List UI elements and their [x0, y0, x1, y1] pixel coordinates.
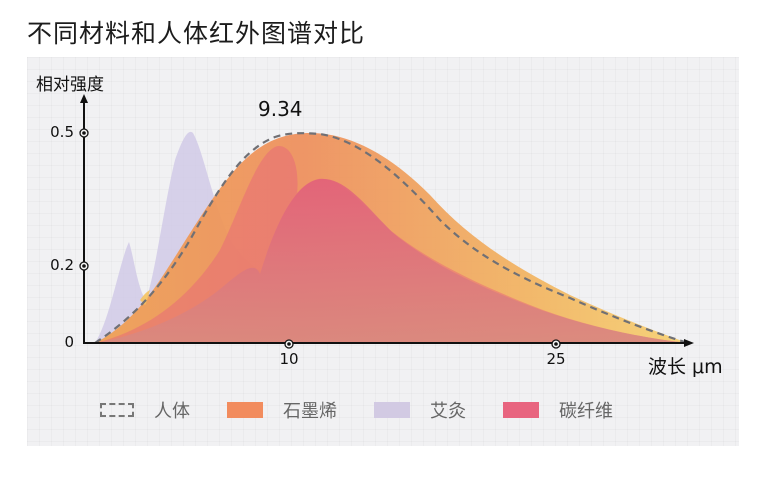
- x-tick-label: 25: [546, 350, 566, 368]
- legend: 人体 石墨烯 艾灸 碳纤维: [100, 396, 650, 424]
- peak-annotation: 9.34: [258, 97, 303, 121]
- x-tick-label: 10: [279, 350, 299, 368]
- legend-item-carbon-fiber[interactable]: 碳纤维: [503, 397, 613, 423]
- y-tick-marker-0.2: [79, 261, 89, 271]
- series-carbon-fiber-base: [95, 178, 688, 343]
- legend-label: 人体: [154, 401, 190, 422]
- x-axis-arrow-icon: [684, 339, 694, 347]
- color-swatch-icon: [227, 402, 263, 418]
- y-axis-label: 相对强度: [36, 75, 104, 95]
- y-tick-marker-0.5: [79, 128, 89, 138]
- chart-title: 不同材料和人体红外图谱对比: [27, 19, 366, 48]
- color-swatch-icon: [503, 402, 539, 418]
- y-tick-label: 0.5: [50, 123, 74, 141]
- legend-label: 碳纤维: [559, 401, 613, 422]
- legend-label: 石墨烯: [283, 401, 337, 422]
- x-axis-label: 波长 μm: [648, 356, 723, 378]
- legend-item-moxibustion[interactable]: 艾灸: [374, 397, 466, 423]
- x-tick-marker-10: [284, 339, 294, 349]
- y-tick-label: 0: [64, 333, 74, 351]
- color-swatch-icon: [374, 402, 410, 418]
- legend-item-human-body[interactable]: 人体: [100, 397, 190, 423]
- series-human-body-line: [94, 132, 689, 345]
- series-graphene-notch: [140, 290, 150, 305]
- x-tick-marker-25: [551, 339, 561, 349]
- y-axis-arrow-icon: [80, 94, 88, 103]
- dashed-swatch-icon: [100, 403, 134, 417]
- legend-label: 艾灸: [430, 401, 466, 422]
- legend-item-graphene[interactable]: 石墨烯: [227, 397, 337, 423]
- y-tick-label: 0.2: [50, 256, 74, 274]
